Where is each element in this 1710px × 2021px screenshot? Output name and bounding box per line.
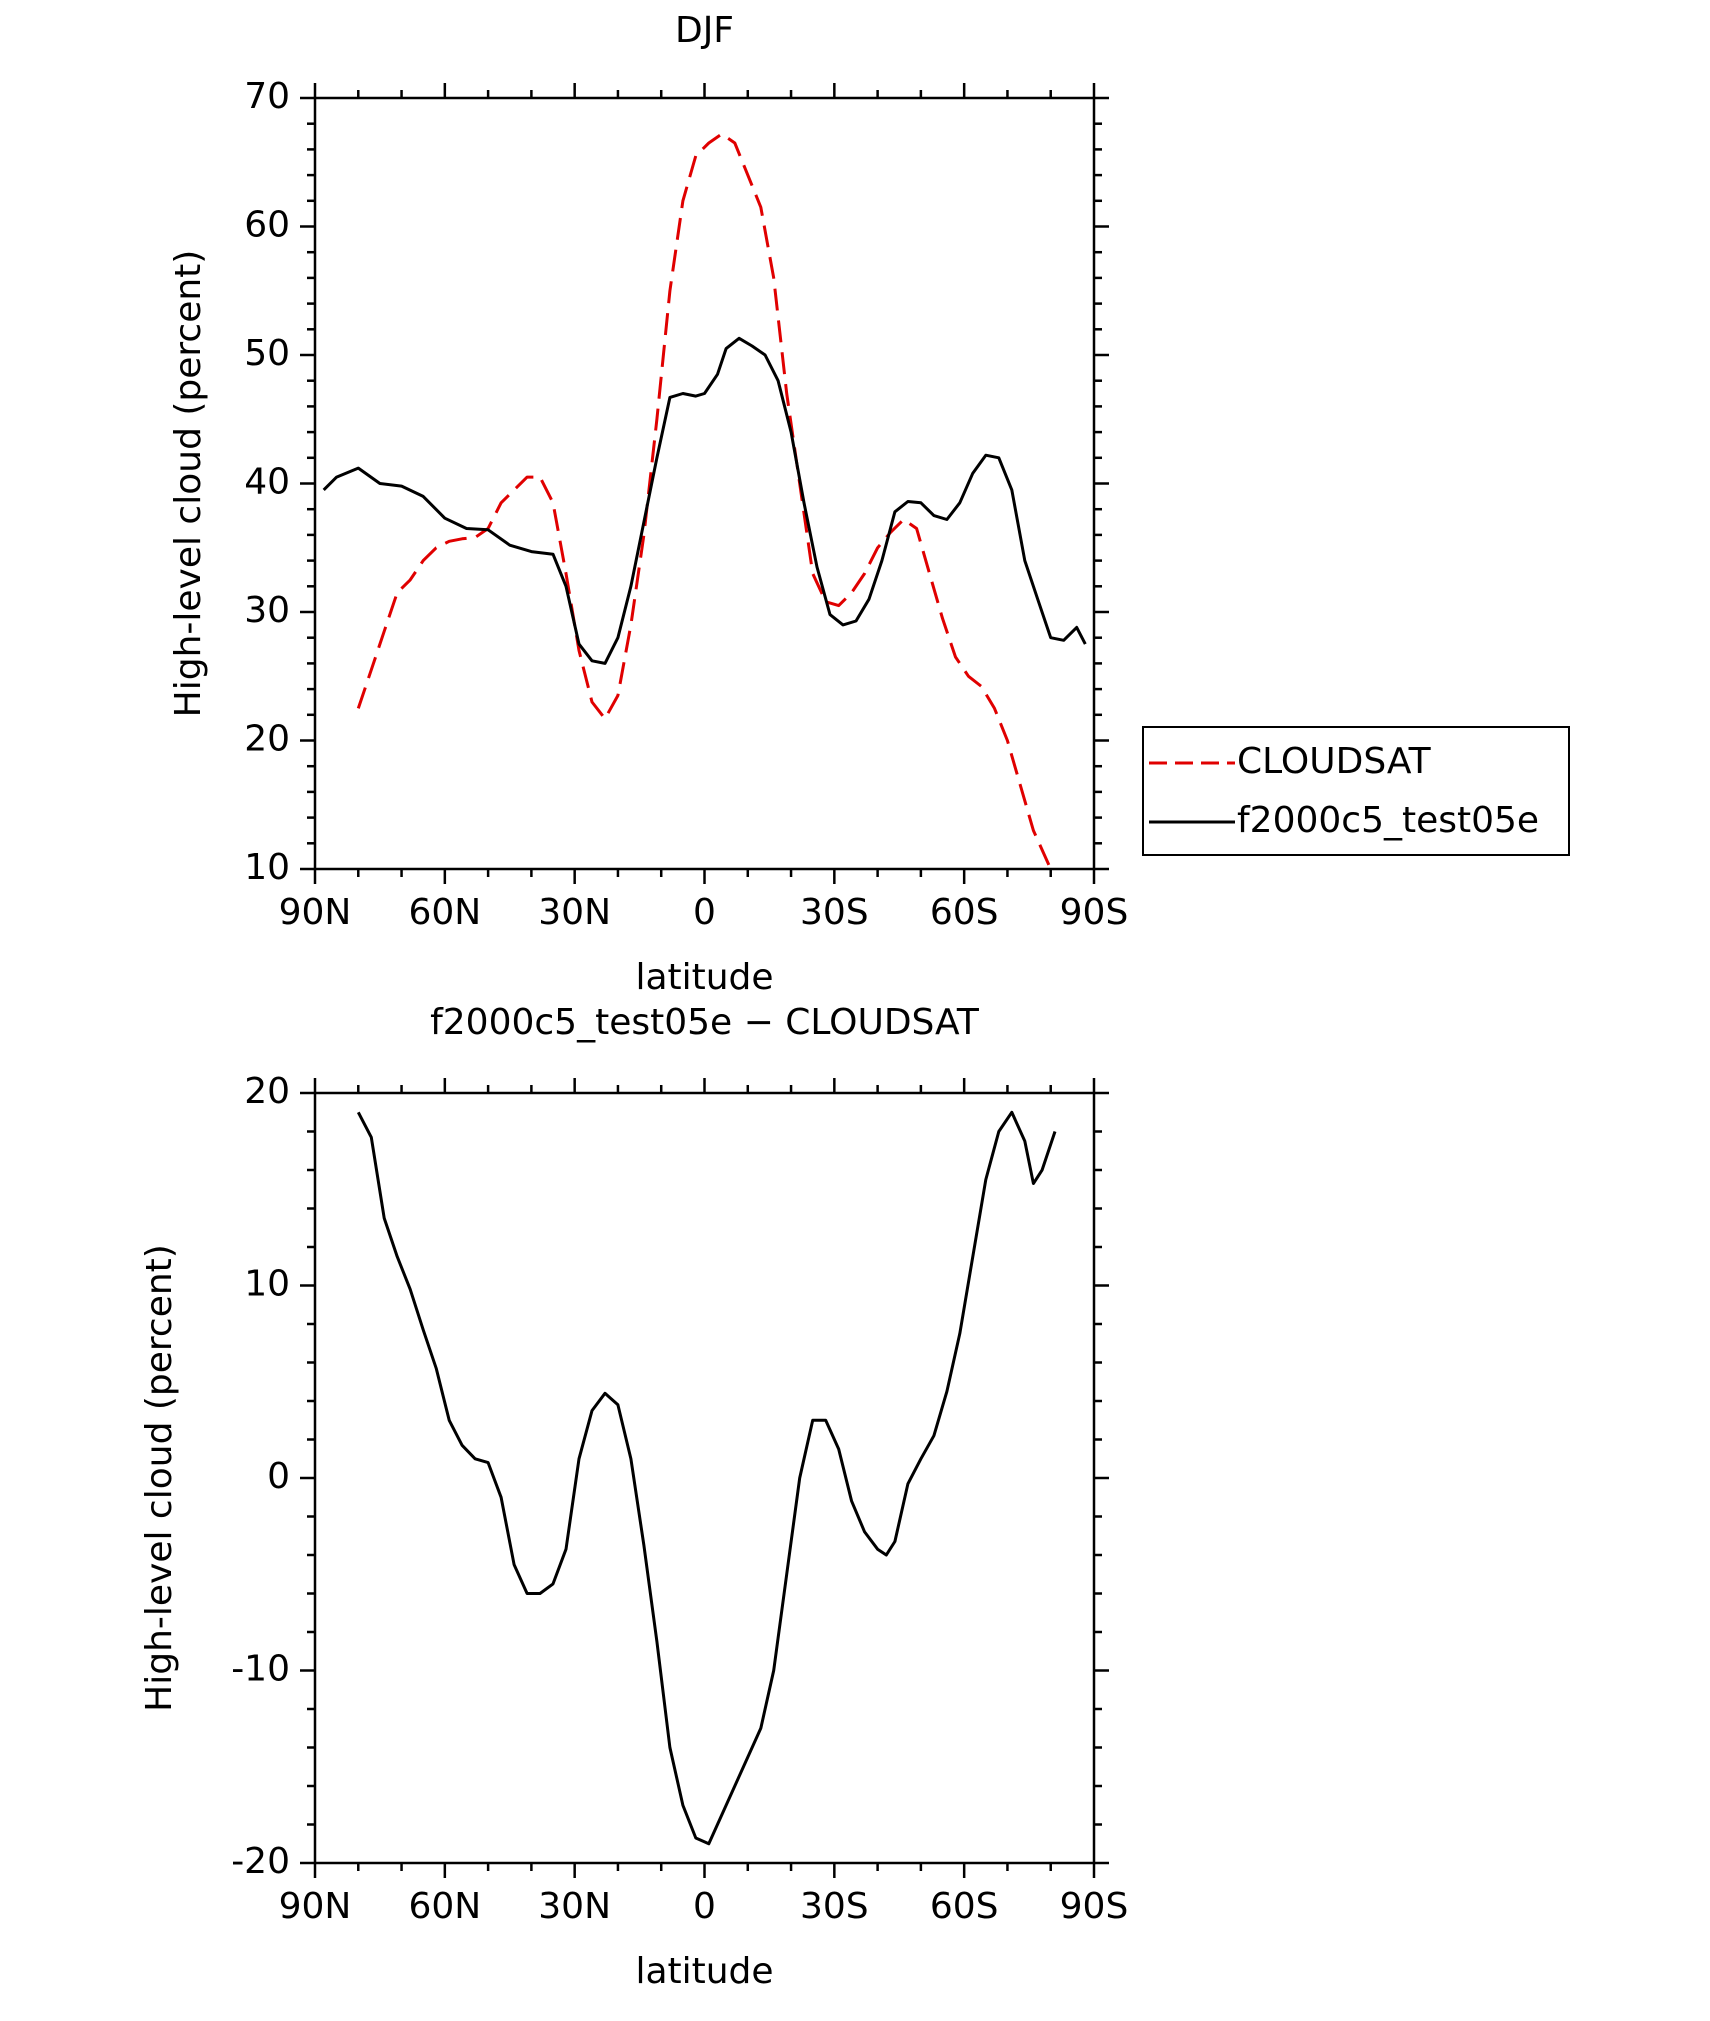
x-tick-label: 30N [538, 1886, 611, 1927]
y-tick-label: 0 [267, 1456, 290, 1497]
y-tick-label: 20 [244, 719, 290, 760]
x-tick-label: 60S [930, 1886, 999, 1927]
legend-label: CLOUDSAT [1237, 741, 1432, 782]
x-tick-label: 60N [408, 1886, 481, 1927]
y-tick-label: -20 [231, 1841, 290, 1882]
y-axis-label: High-level cloud (percent) [139, 1244, 180, 1712]
x-tick-label: 0 [693, 1886, 716, 1927]
x-tick-label: 60S [930, 892, 999, 933]
x-tick-label: 90N [279, 892, 352, 933]
data-line [356, 1110, 1057, 1846]
x-tick-label: 30S [800, 1886, 869, 1927]
data-line [322, 336, 1087, 665]
y-axis-label: High-level cloud (percent) [168, 250, 209, 718]
x-axis-label: latitude [635, 1951, 773, 1992]
y-tick-label: 60 [244, 205, 290, 246]
x-tick-label: 30S [800, 892, 869, 933]
x-axis-label: latitude [635, 957, 773, 998]
y-tick-label: 10 [244, 1264, 290, 1305]
y-tick-label: 20 [244, 1071, 290, 1112]
y-tick-label: 70 [244, 76, 290, 117]
chart-title: DJF [675, 10, 734, 51]
y-tick-label: 40 [244, 462, 290, 503]
x-tick-label: 0 [693, 892, 716, 933]
y-tick-label: -10 [231, 1649, 290, 1690]
y-tick-label: 10 [244, 847, 290, 888]
y-tick-label: 30 [244, 590, 290, 631]
legend-box [1142, 726, 1570, 856]
plot-frame [313, 1091, 1096, 1865]
y-tick-label: 50 [244, 333, 290, 374]
chart-title: f2000c5_test05e − CLOUDSAT [430, 1002, 980, 1043]
legend-label: f2000c5_test05e [1237, 800, 1539, 841]
x-tick-label: 90S [1060, 1886, 1129, 1927]
plot-frame [313, 96, 1096, 871]
x-tick-label: 90N [279, 1886, 352, 1927]
x-tick-label: 30N [538, 892, 611, 933]
x-tick-label: 60N [408, 892, 481, 933]
x-tick-label: 90S [1060, 892, 1129, 933]
data-line [356, 132, 1053, 870]
